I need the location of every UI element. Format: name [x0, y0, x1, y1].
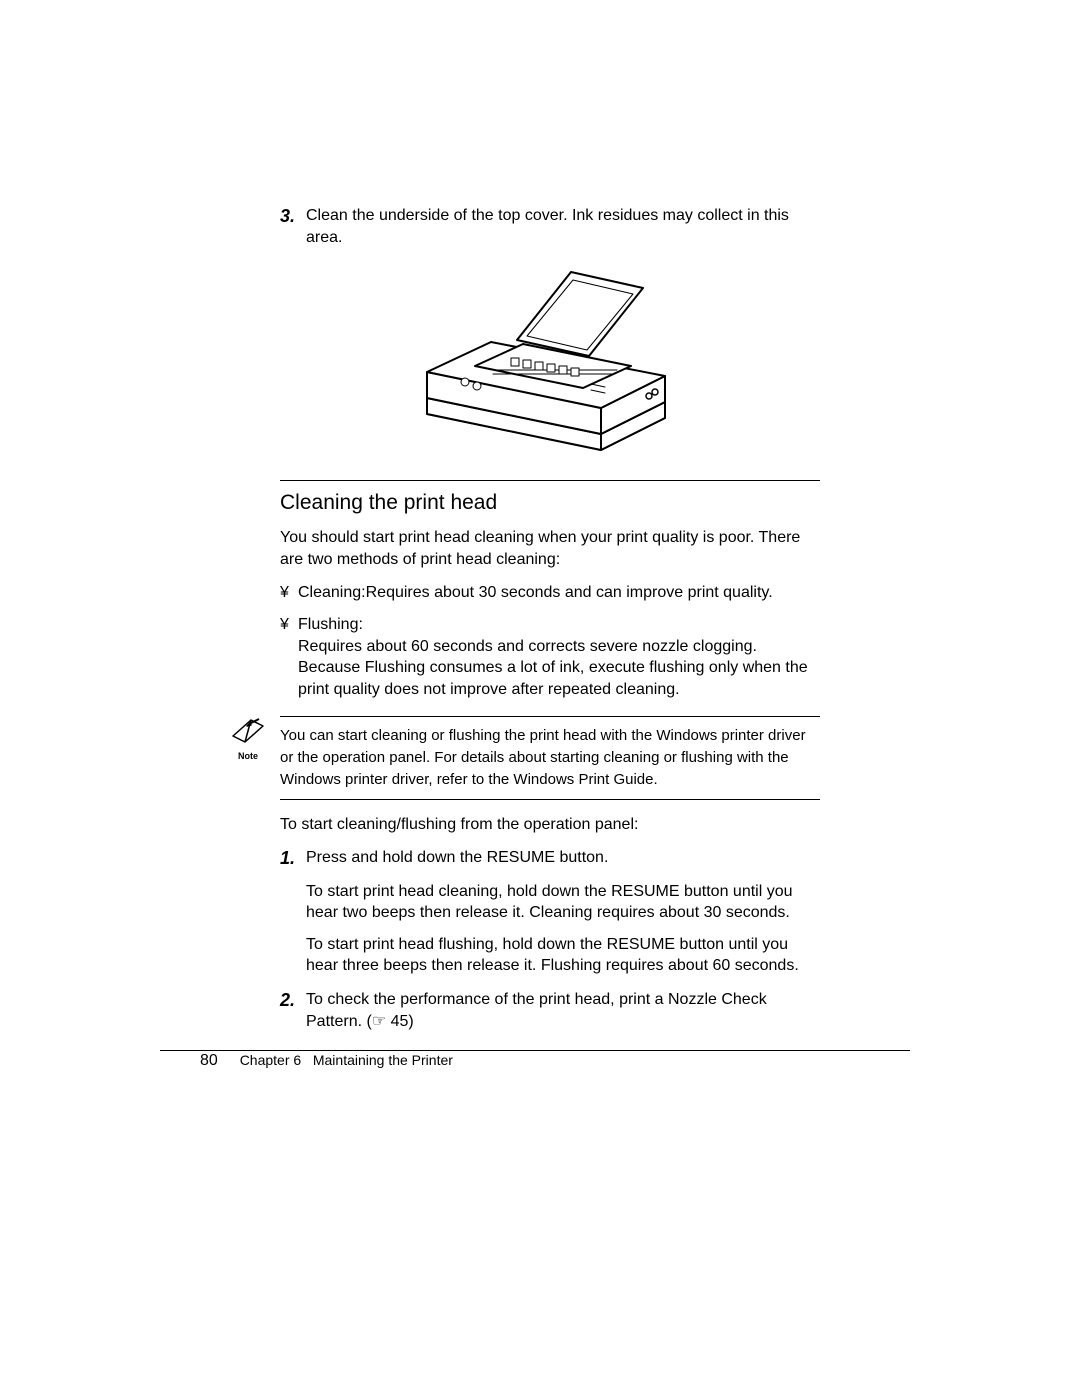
text-run: button.	[555, 849, 608, 866]
panel-step-1-para3: To start print head flushing, hold down …	[306, 934, 820, 977]
step-text: To check the performance of the print he…	[306, 989, 820, 1032]
footer-chapter: Chapter 6	[240, 1052, 301, 1068]
step-number: 2.	[280, 989, 306, 1012]
step-3: 3. Clean the underside of the top cover.…	[280, 205, 820, 248]
bullet-desc: Requires about 60 seconds and corrects s…	[298, 636, 820, 701]
text-run: Press and hold down the	[306, 849, 487, 866]
note-icon	[231, 718, 265, 744]
note-block: Note You can start cleaning or flushing …	[280, 716, 820, 799]
step-text: Clean the underside of the top cover. In…	[306, 205, 820, 248]
panel-step-2: 2. To check the performance of the print…	[280, 989, 820, 1032]
bullet-desc: Requires about 30 seconds and can improv…	[366, 582, 820, 604]
bullet-colon: :	[358, 614, 362, 636]
manual-page: 3. Clean the underside of the top cover.…	[0, 0, 1080, 1397]
printer-top-open-illustration	[415, 262, 685, 462]
section-heading: Cleaning the print head	[280, 491, 820, 515]
bullet-symbol: ¥	[280, 614, 298, 636]
text-run: To start print head flushing, hold down …	[306, 936, 607, 953]
bullet-symbol: ¥	[280, 582, 298, 604]
pointer-icon: ☞	[372, 1013, 386, 1030]
text-run: RESUME	[607, 936, 675, 953]
page-number: 80	[200, 1052, 218, 1069]
bullet-cleaning: ¥ Cleaning : Requires about 30 seconds a…	[280, 582, 820, 604]
panel-intro: To start cleaning/flushing from the oper…	[280, 814, 820, 836]
content-column: 3. Clean the underside of the top cover.…	[280, 205, 820, 1038]
text-run: RESUME	[611, 883, 679, 900]
footer-rule	[160, 1050, 910, 1051]
text-run: To start print head cleaning, hold down …	[306, 883, 611, 900]
step-text: Press and hold down the RESUME button.	[306, 847, 820, 869]
section-rule-top	[280, 480, 820, 481]
section-intro: You should start print head cleaning whe…	[280, 527, 820, 570]
bullet-label: Cleaning	[298, 582, 361, 604]
text-run: RESUME	[487, 849, 555, 866]
note-text: You can start cleaning or flushing the p…	[280, 725, 820, 790]
page-footer: 80 Chapter 6 Maintaining the Printer	[200, 1052, 453, 1070]
panel-step-1: 1. Press and hold down the RESUME button…	[280, 847, 820, 870]
text-run: 45)	[386, 1013, 414, 1030]
note-rule-top	[280, 716, 820, 717]
step-number: 1.	[280, 847, 306, 870]
note-rule-bottom	[280, 799, 820, 800]
panel-step-1-para2: To start print head cleaning, hold down …	[306, 881, 820, 924]
step-number: 3.	[280, 205, 306, 228]
footer-title: Maintaining the Printer	[313, 1052, 453, 1068]
note-icon-wrap: Note	[228, 718, 268, 761]
note-label: Note	[228, 751, 268, 761]
bullet-flushing: ¥ Flushing : Requires about 60 seconds a…	[280, 614, 820, 700]
bullet-label: Flushing	[298, 614, 358, 636]
